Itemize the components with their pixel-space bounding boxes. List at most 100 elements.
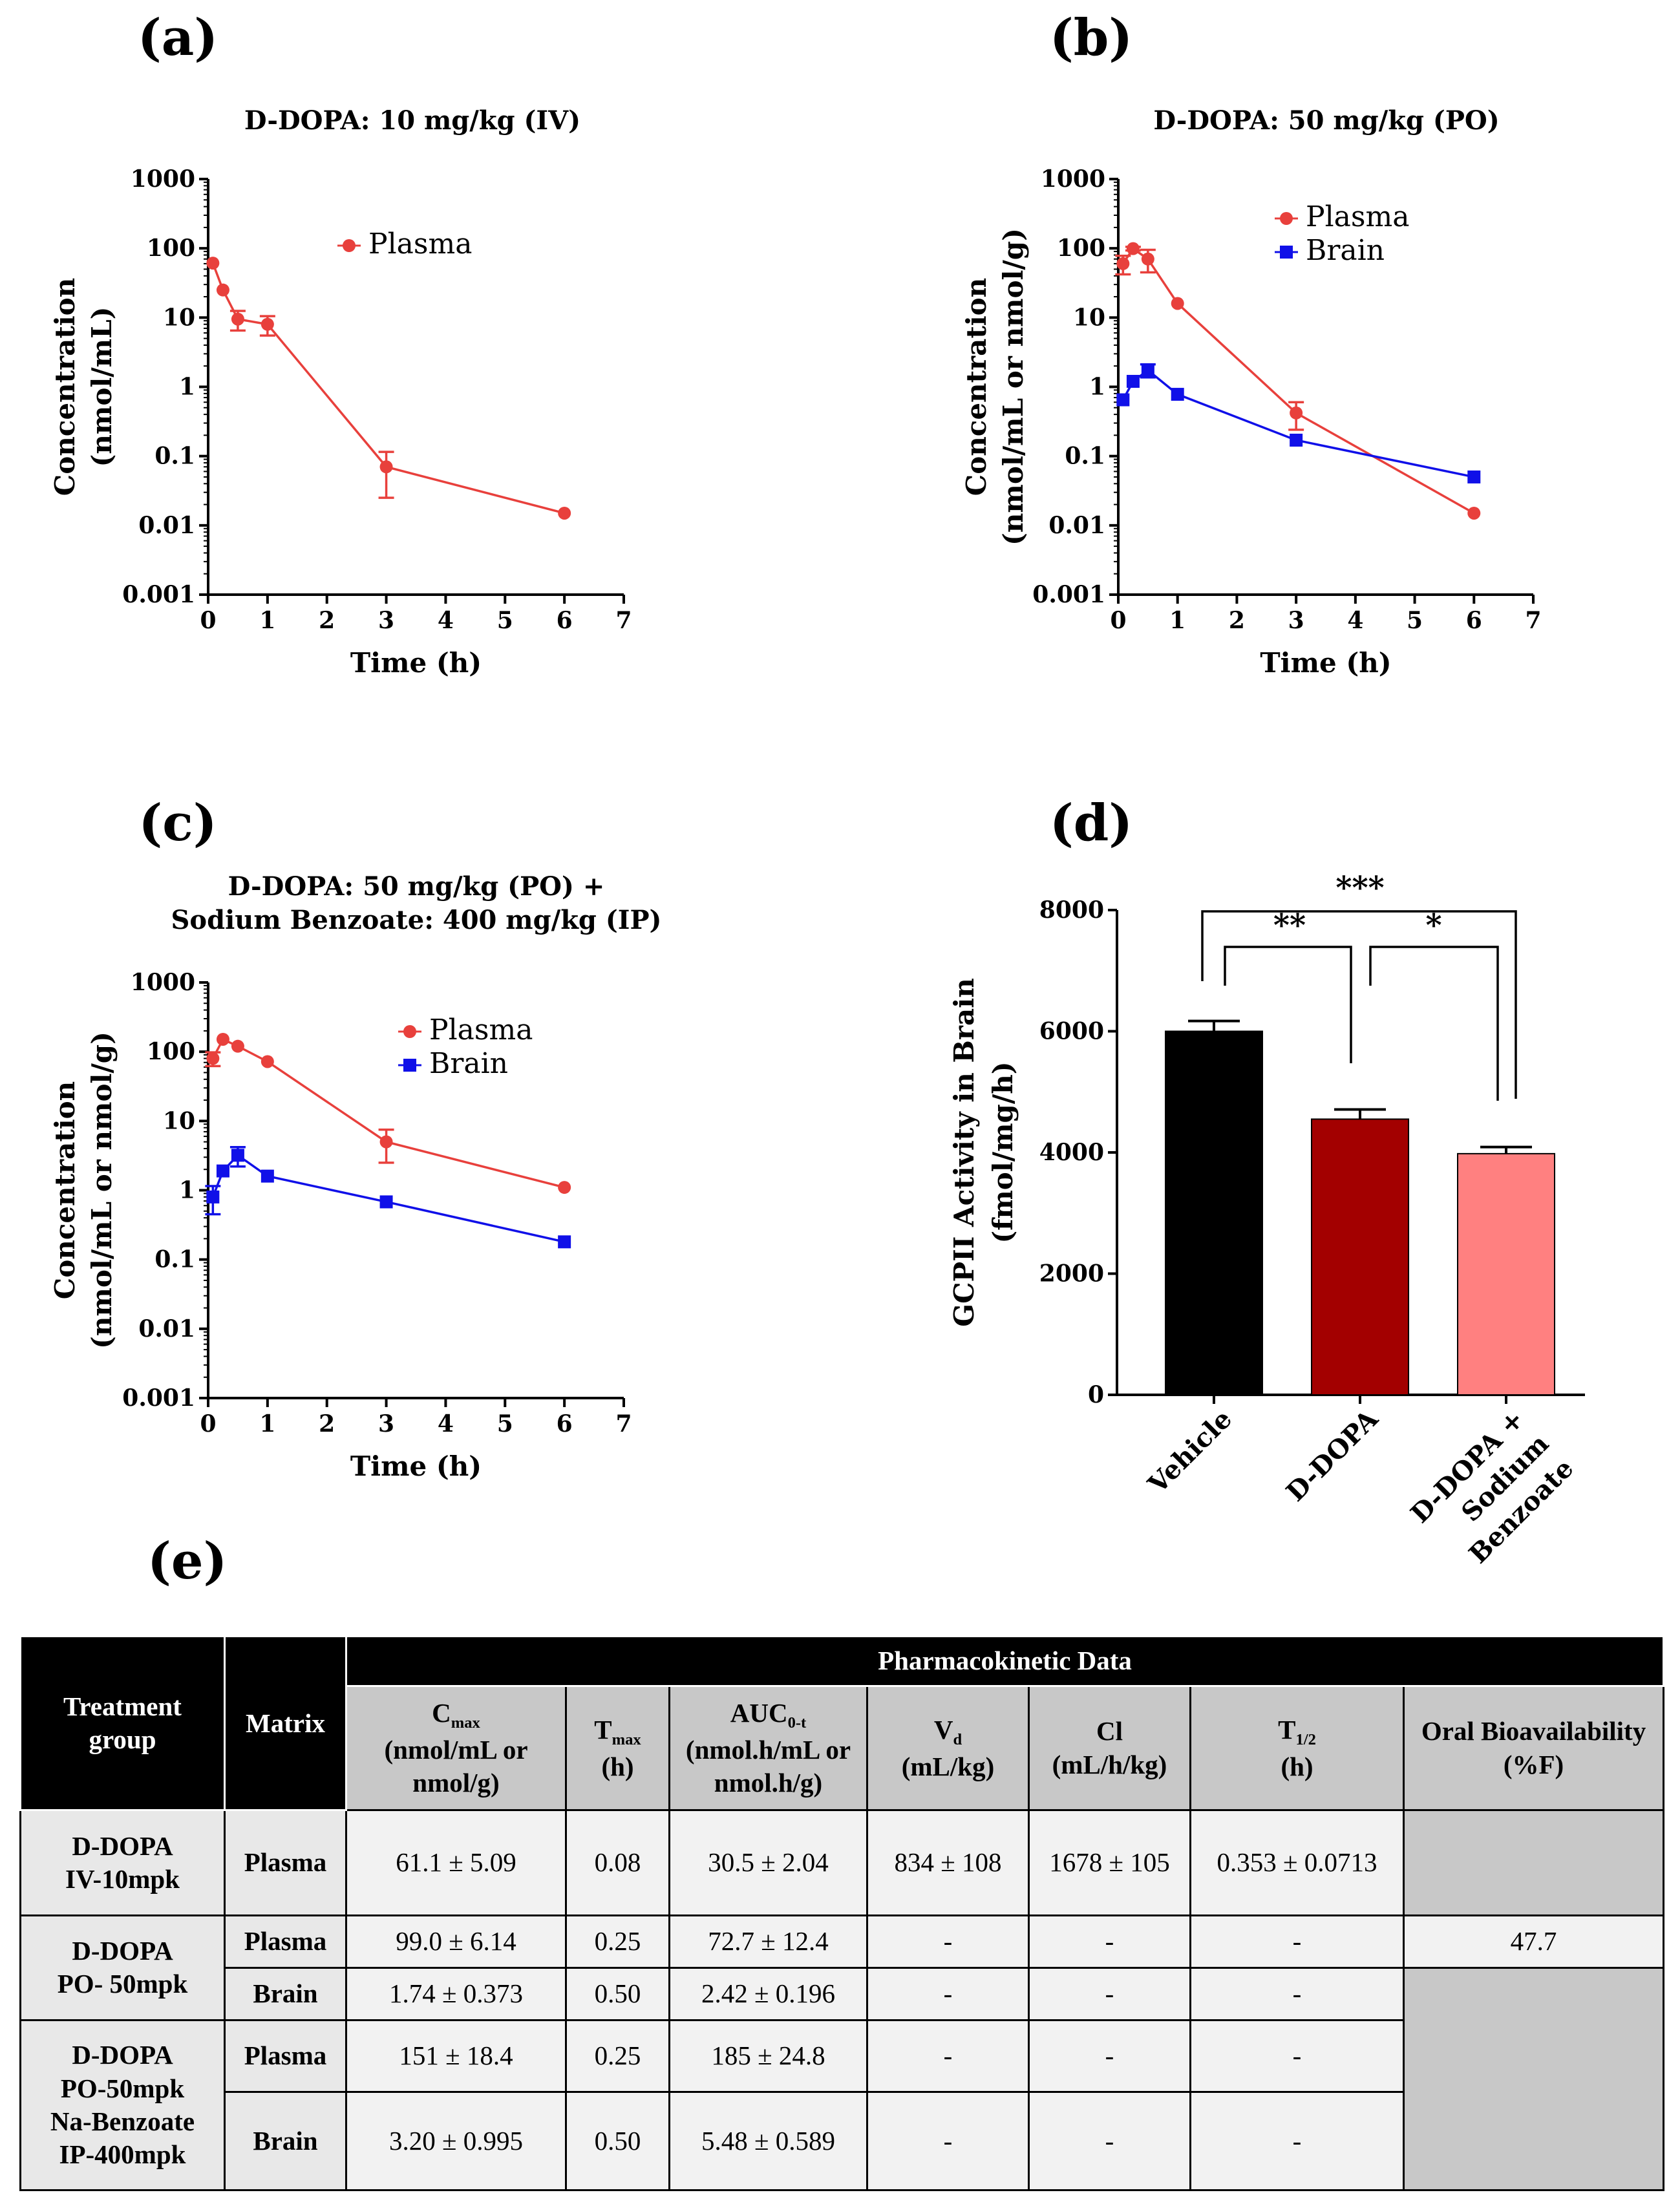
x-tick-label: 7 <box>615 1410 632 1437</box>
data-point-plasma <box>558 1181 571 1194</box>
oral-cell: 47.7 <box>1402 1914 1665 1969</box>
auc-cell: 5.48 ± 0.589 <box>668 2091 868 2191</box>
y-tick-label: 0.01 <box>1048 512 1105 539</box>
x-tick-label: 3 <box>378 1410 394 1437</box>
auc-cell: 30.5 ± 2.04 <box>668 1809 868 1916</box>
y-tick-label: 0.01 <box>138 512 195 539</box>
x-tick-label: 4 <box>438 607 454 634</box>
matrix-cell: Brain <box>224 2091 347 2191</box>
y-tick-label: 0 <box>1088 1381 1104 1408</box>
header-thalf: T1/2 (h) <box>1189 1684 1405 1812</box>
header-matrix: Matrix <box>224 1635 347 1812</box>
data-point-brain <box>1126 375 1140 388</box>
tmax-cell: 0.25 <box>565 1914 670 1969</box>
legend-label-brain: Brain <box>1306 234 1385 267</box>
x-tick-label: 6 <box>557 607 573 634</box>
data-point-brain <box>261 1169 274 1183</box>
vd-cell: - <box>866 2091 1030 2191</box>
x-tick-label: 1 <box>259 1410 275 1437</box>
cmax-cell: 3.20 ± 0.995 <box>345 2091 567 2191</box>
x-tick-label: 5 <box>1407 607 1423 634</box>
data-point-brain <box>216 1164 229 1178</box>
table-row: Brain 1.74 ± 0.373 0.50 2.42 ± 0.196 - -… <box>21 1966 1665 2192</box>
group-ddopa-nabenzoate: D-DOPA PO-50mpk Na-Benzoate IP-400mpk <box>19 2019 226 2192</box>
table-row: D-DOPA PO-50mpk Na-Benzoate IP-400mpk Plasm… <box>19 2019 1664 2192</box>
x-tick-label: 7 <box>1525 607 1541 634</box>
data-point-plasma <box>1467 506 1481 520</box>
header-cl: Cl (mL/h/kg) <box>1028 1684 1191 1812</box>
data-point-plasma <box>1171 297 1184 310</box>
data-point-plasma <box>261 317 274 331</box>
y-axis-label: (nmol/mL or nmol/g) <box>86 1032 118 1349</box>
data-point-plasma <box>1290 406 1303 419</box>
y-tick-label: 10 <box>163 304 195 331</box>
legend-label-plasma: Plasma <box>368 228 472 260</box>
y-tick-label: 1000 <box>131 969 195 996</box>
x-tick-label: 6 <box>557 1410 573 1437</box>
y-tick-label: 1000 <box>1041 165 1105 193</box>
vd-cell: - <box>866 2019 1030 2094</box>
data-point-brain <box>1290 433 1303 447</box>
group-ddopa-iv: D-DOPA IV-10mpk <box>19 1809 226 1916</box>
legend-label-brain: Brain <box>429 1047 508 1080</box>
cmax-cell: 61.1 ± 5.09 <box>345 1809 567 1916</box>
auc-cell: 2.42 ± 0.196 <box>668 1966 868 2021</box>
tmax-cell: 0.08 <box>565 1809 670 1916</box>
data-point-plasma <box>379 1135 393 1149</box>
header-tmax: Tmax (h) <box>565 1684 670 1812</box>
series-line-plasma <box>1122 247 1475 514</box>
x-tick-label: 1 <box>1169 607 1186 634</box>
matrix-cell: Plasma <box>224 1914 347 1969</box>
x-axis-label: Time (h) <box>1260 647 1391 679</box>
header-pk-data: Pharmacokinetic Data <box>345 1635 1665 1687</box>
auc-cell: 185 ± 24.8 <box>668 2019 868 2094</box>
header-oral-bioavailability: Oral Bioavailability (%F) <box>1402 1684 1665 1812</box>
thalf-cell: - <box>1189 1966 1405 2021</box>
vd-cell: 834 ± 108 <box>866 1809 1030 1916</box>
significance-label: *** <box>1335 870 1384 906</box>
x-tick-label: D-DOPA <box>1281 1403 1385 1507</box>
data-point-plasma <box>1141 252 1154 266</box>
x-tick-label: 2 <box>1229 607 1245 634</box>
y-axis-label: (nmol/mL or nmol/g) <box>997 228 1029 546</box>
tmax-cell: 0.50 <box>565 2091 670 2191</box>
data-point-brain <box>379 1195 393 1209</box>
data-point-brain <box>206 1190 220 1204</box>
y-tick-label: 6000 <box>1039 1018 1104 1045</box>
figure-charts: (a)D-DOPA: 10 mg/kg (IV)0.0010.010.11101… <box>49 8 1585 1569</box>
x-tick-label: 7 <box>615 607 632 634</box>
series-line-brain <box>1122 368 1474 478</box>
bar-0 <box>1165 1030 1263 1395</box>
cl-cell: 1678 ± 105 <box>1028 1809 1191 1916</box>
x-tick-label: 2 <box>319 607 335 634</box>
significance-label: * <box>1425 907 1441 944</box>
y-tick-label: 4000 <box>1039 1139 1104 1166</box>
x-tick-label: 5 <box>497 1410 513 1437</box>
y-axis-label: Concentration <box>49 278 81 496</box>
x-axis-label: Time (h) <box>350 1450 482 1482</box>
y-axis-label: Concentration <box>49 1081 81 1299</box>
vd-cell: - <box>866 1966 1030 2021</box>
legend-label-plasma: Plasma <box>429 1013 533 1046</box>
header-cmax: Cmax (nmol/mL or nmol/g) <box>345 1684 567 1812</box>
cl-cell: - <box>1028 1966 1191 2021</box>
table-row: D-DOPA PO- 50mpk Plasma 99.0 ± 6.14 0.25 … <box>19 1914 1665 2021</box>
y-tick-label: 0.1 <box>154 443 195 470</box>
y-axis-label: GCPII Activity in Brain <box>948 978 980 1327</box>
panel-b-label: (b) <box>1050 8 1132 67</box>
cmax-cell: 151 ± 18.4 <box>345 2019 567 2094</box>
table-row: Brain 3.20 ± 0.995 0.50 5.48 ± 0.589 - -… <box>21 2091 1664 2191</box>
y-tick-label: 100 <box>1057 235 1105 262</box>
x-tick-label: 4 <box>1347 607 1363 634</box>
y-tick-label: 0.1 <box>154 1246 195 1273</box>
data-point-plasma <box>231 1039 244 1053</box>
data-point-plasma <box>261 1055 274 1068</box>
cl-cell: - <box>1028 2019 1191 2094</box>
x-tick-label: 0 <box>1110 607 1126 634</box>
data-point-brain <box>558 1235 571 1249</box>
pharmacokinetic-table: Treatment group Matrix Pharmacokinetic D… <box>19 1635 1665 2192</box>
thalf-cell: - <box>1189 2019 1405 2094</box>
matrix-cell: Plasma <box>224 2019 347 2094</box>
significance-bracket <box>1369 946 1499 1101</box>
bar-2 <box>1457 1152 1555 1395</box>
